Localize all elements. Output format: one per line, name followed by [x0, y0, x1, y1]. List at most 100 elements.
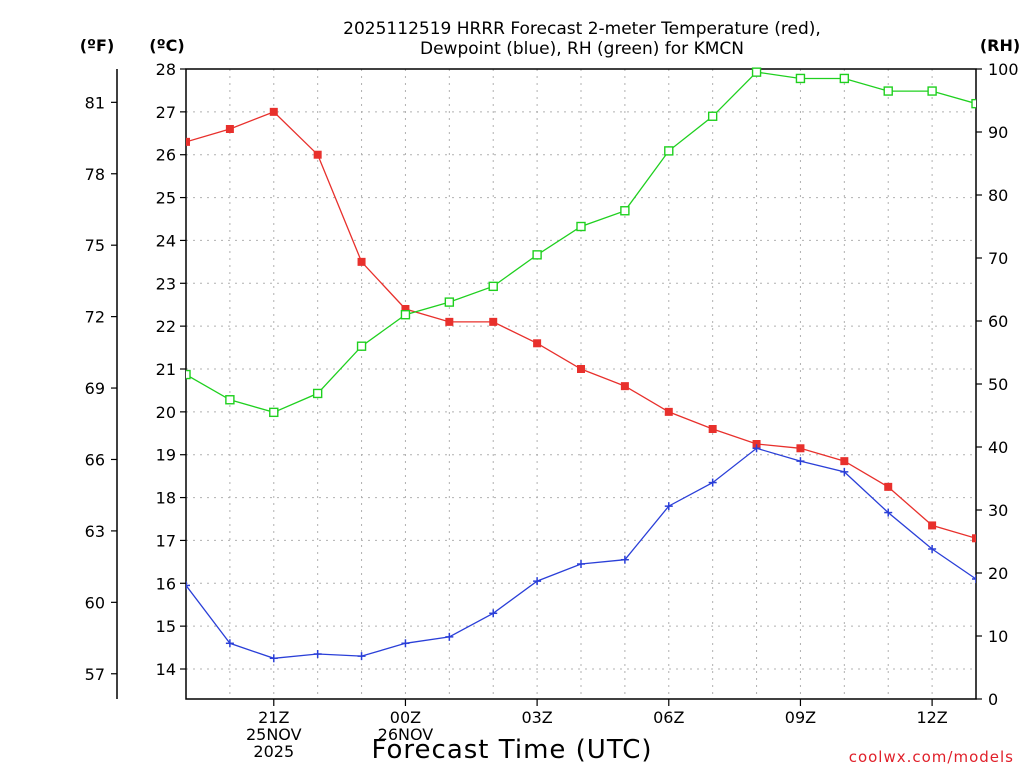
fahrenheit-tick-label: 72	[85, 308, 105, 327]
celsius-tick-label: 26	[156, 146, 176, 165]
data-point-rh	[532, 250, 542, 260]
rh-tick-label: 50	[988, 375, 1008, 394]
fahrenheit-tick-label: 66	[85, 450, 105, 469]
data-point-temperature	[796, 444, 805, 453]
rh-tick-label: 20	[988, 564, 1008, 583]
data-point-rh	[576, 221, 586, 232]
data-point-dewpoint	[489, 609, 498, 618]
data-point-temperature	[840, 457, 849, 466]
rh-tick-label: 0	[988, 690, 998, 709]
data-point-dewpoint	[884, 508, 893, 517]
data-point-temperature	[269, 107, 278, 116]
x-tick-label: 25NOV	[246, 725, 302, 744]
celsius-tick-label: 15	[156, 617, 176, 636]
data-point-temperature	[708, 425, 717, 433]
celsius-tick-label: 23	[156, 274, 176, 293]
rh-tick-label: 30	[988, 501, 1008, 520]
rh-tick-label: 10	[988, 627, 1008, 646]
rh-tick-label: 70	[988, 249, 1008, 268]
data-point-temperature	[186, 137, 190, 146]
celsius-tick-label: 28	[156, 60, 176, 79]
rh-tick-label: 80	[988, 186, 1008, 205]
celsius-axis-unit: (ºC)	[149, 36, 184, 55]
data-point-rh	[751, 67, 762, 77]
data-point-temperature	[664, 407, 673, 416]
data-point-dewpoint	[708, 478, 717, 487]
chart-title-line1: 2025112519 HRRR Forecast 2-meter Tempera…	[343, 19, 821, 39]
celsius-tick-label: 14	[156, 660, 176, 679]
rh-tick-label: 40	[988, 438, 1008, 457]
chart-title-line2: Dewpoint (blue), RH (green) for KMCN	[420, 39, 744, 59]
x-tick-label: 26NOV	[378, 725, 434, 744]
data-point-rh	[400, 310, 411, 320]
data-point-temperature	[313, 150, 322, 159]
data-point-temperature	[401, 305, 410, 313]
data-point-temperature	[357, 257, 366, 266]
data-point-temperature	[884, 482, 893, 491]
data-point-rh	[356, 341, 367, 351]
data-point-rh	[186, 369, 191, 380]
data-point-rh	[488, 281, 498, 292]
grid-lines	[186, 68, 976, 699]
x-tick-label: 12Z	[916, 708, 947, 727]
rh-axis-unit: (RH)	[980, 36, 1020, 55]
data-point-rh	[707, 111, 718, 121]
data-point-dewpoint	[664, 502, 673, 511]
series-dewpoint	[186, 444, 976, 663]
data-point-rh	[664, 146, 674, 156]
x-tick-label: 03Z	[521, 708, 552, 727]
fahrenheit-tick-label: 60	[85, 593, 105, 612]
data-point-dewpoint	[972, 575, 976, 583]
data-point-dewpoint	[357, 652, 366, 661]
x-tick-label: 06Z	[653, 708, 684, 727]
series-line-rh	[186, 71, 976, 413]
source-credit: coolwx.com/models	[849, 748, 1014, 766]
data-point-rh	[927, 86, 937, 96]
rh-tick-label: 100	[988, 60, 1019, 79]
data-point-dewpoint	[620, 555, 629, 564]
celsius-tick-label: 22	[156, 317, 176, 336]
data-point-dewpoint	[225, 639, 234, 648]
data-point-temperature	[972, 534, 976, 543]
data-point-temperature	[752, 440, 761, 448]
data-point-dewpoint	[752, 444, 761, 453]
fahrenheit-tick-label: 69	[85, 379, 105, 398]
rh-tick-label: 90	[988, 123, 1008, 142]
celsius-tick-label: 17	[156, 531, 176, 550]
x-tick-label: 21Z	[258, 708, 289, 727]
fahrenheit-tick-label: 81	[85, 93, 105, 112]
series-temperature	[186, 107, 976, 543]
data-point-dewpoint	[313, 650, 322, 658]
data-point-dewpoint	[840, 467, 849, 476]
data-point-rh	[312, 388, 323, 399]
data-point-temperature	[533, 339, 542, 348]
data-point-temperature	[489, 317, 498, 326]
celsius-tick-label: 18	[156, 489, 176, 508]
data-point-rh	[795, 73, 806, 84]
data-point-dewpoint	[269, 654, 278, 663]
data-point-dewpoint	[796, 457, 805, 466]
celsius-tick-label: 16	[156, 574, 176, 593]
celsius-tick-label: 25	[156, 189, 176, 208]
data-point-dewpoint	[577, 560, 585, 568]
data-point-temperature	[225, 125, 234, 133]
data-point-dewpoint	[401, 639, 410, 648]
data-point-temperature	[928, 521, 937, 530]
x-tick-label: 09Z	[785, 708, 816, 727]
series-rh	[186, 67, 976, 418]
fahrenheit-tick-label: 75	[85, 236, 105, 255]
x-axis-label: Forecast Time (UTC)	[371, 735, 652, 765]
data-point-dewpoint	[445, 632, 454, 641]
fahrenheit-tick-label: 57	[85, 665, 105, 684]
axes: 14 15 16 17 18 19 20 21 22 23 24 25 26 27 28 57 60 63 66 69…	[85, 60, 1019, 761]
data-point-rh	[971, 98, 976, 109]
x-tick-label: 2025	[253, 742, 294, 761]
celsius-tick-label: 19	[156, 446, 176, 465]
rh-tick-label: 60	[988, 312, 1008, 331]
data-point-dewpoint	[186, 581, 190, 590]
data-point-rh	[839, 73, 850, 84]
data-point-temperature	[445, 317, 454, 326]
x-tick-label: 00Z	[390, 708, 421, 727]
fahrenheit-tick-label: 78	[85, 165, 105, 184]
